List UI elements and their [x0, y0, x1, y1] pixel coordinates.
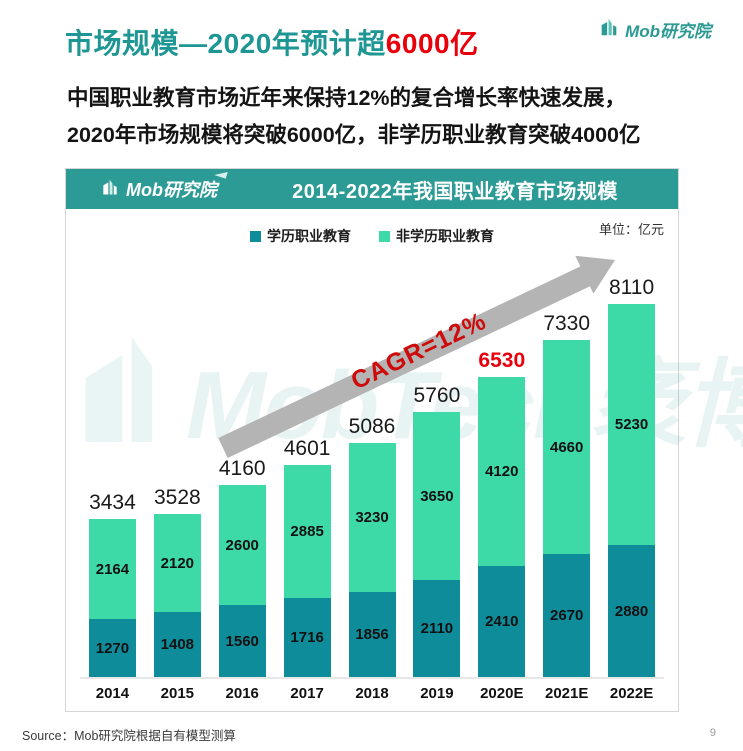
bar-column: 3528 2120 1408: [145, 486, 210, 677]
legend-item-nondegree: 非学历职业教育: [379, 226, 494, 246]
chart-title: 2014-2022年我国职业教育市场规模: [292, 180, 618, 203]
bar-segment-degree: 1716: [283, 598, 331, 677]
bar-segment-nondegree: 2164: [88, 519, 136, 619]
bar-segment-degree: 2110: [413, 580, 461, 677]
bar-segment-degree: 2880: [608, 545, 656, 677]
chart-header-brand-text: Mob研究院: [126, 168, 228, 202]
bar-stack: 2885 1716: [283, 465, 331, 677]
subtitle-line-1: 中国职业教育市场近年来保持12%的复合增长率快速发展，: [67, 86, 627, 110]
subtitle-line-2: 2020年市场规模将突破6000亿，非学历职业教育突破4000亿: [67, 123, 641, 147]
chart-header: Mob研究院 2014-2022年我国职业教育市场规模: [66, 168, 678, 209]
x-axis-tick-label: 2016: [225, 685, 259, 702]
bar-segment-nondegree: 5230: [608, 304, 656, 545]
x-axis-line: [80, 677, 664, 679]
chart-header-brand: Mob研究院: [66, 168, 256, 202]
bar-segment-nondegree: 3650: [413, 412, 461, 580]
x-axis-tick-label: 2015: [160, 685, 195, 702]
building-icon-white: [100, 177, 120, 202]
bar-total-label: 5086: [348, 415, 396, 438]
bar-column: 5086 3230 1856: [340, 415, 405, 677]
bar-stack: 2600 1560: [218, 485, 266, 677]
bar-segment-nondegree: 2600: [218, 485, 266, 605]
bar-segment-degree: 2410: [478, 566, 526, 677]
bar-segment-nondegree: 3230: [348, 443, 396, 592]
bar-segment-nondegree: 2885: [283, 465, 331, 598]
bar-stack: 4660 2670: [543, 340, 591, 677]
brand-logo: Mob研究院: [598, 16, 711, 43]
bar-segment-degree: 1270: [88, 619, 136, 677]
bar-segment-nondegree: 4660: [543, 340, 591, 554]
bar-total-label: 4160: [218, 457, 266, 480]
bar-segment-nondegree: 4120: [478, 377, 526, 566]
bar-total-label: 6530: [478, 349, 526, 372]
legend-swatch-degree: [250, 230, 261, 242]
bar-segment-degree: 1408: [153, 612, 201, 677]
bar-stack: 5230 2880: [608, 304, 656, 677]
page-title-main: 市场规模—2020年预计超: [65, 28, 386, 59]
chart-panel: Mob研究院 2014-2022年我国职业教育市场规模 单位：亿元 学历职业教育…: [65, 168, 743, 712]
x-axis-tick-label: 2018: [355, 685, 389, 702]
x-axis-tick-label: 2019: [420, 685, 454, 702]
bar-total-label: 3434: [89, 491, 136, 514]
unit-label: 单位：亿元: [598, 222, 664, 237]
legend-label-degree: 学历职业教育: [267, 228, 351, 244]
bar-stack: 2164 1270: [88, 519, 136, 677]
bar-total-label: 7330: [543, 312, 591, 335]
bar-segment-degree: 1560: [218, 605, 266, 677]
bar-total-label: 3528: [153, 486, 201, 509]
brand-text: Mob研究院: [625, 22, 711, 41]
x-axis-tick-label: 2017: [290, 685, 324, 702]
bar-column: 3434 2164 1270: [80, 491, 145, 677]
source-note: Source：Mob研究院根据自有模型测算: [22, 729, 236, 743]
building-icon: [598, 16, 620, 43]
cagr-arrow: [218, 255, 615, 458]
bar-total-label: 5760: [413, 384, 461, 407]
legend: 学历职业教育 非学历职业教育: [66, 226, 678, 246]
subtitle: 中国职业教育市场近年来保持12%的复合增长率快速发展， 2020年市场规模将突破…: [67, 80, 641, 154]
page-title-highlight: 6000亿: [385, 28, 479, 59]
legend-label-nondegree: 非学历职业教育: [396, 228, 494, 244]
bar-column: 8110 5230 2880: [599, 276, 664, 677]
bars-area: 3434 2164 1270 3528 2120 1408 4160 2600 1560 4601…: [80, 169, 664, 677]
page-title: 市场规模—2020年预计超6000亿: [65, 22, 479, 62]
x-axis-labels: 2014 2015 2016 2017 2018 2019 2020E 2021E 2022E: [80, 685, 664, 702]
bar-column: 4160 2600 1560: [210, 457, 275, 677]
legend-item-degree: 学历职业教育: [250, 226, 351, 246]
bar-segment-degree: 2670: [543, 554, 591, 677]
bar-total-label: 4601: [283, 437, 331, 460]
x-axis-tick-label: 2022E: [609, 685, 654, 702]
page-number: 9: [709, 727, 716, 739]
bar-column: 7330 4660 2670: [534, 312, 599, 677]
x-axis-tick-label: 2020E: [480, 685, 524, 702]
bar-segment-degree: 1856: [348, 592, 396, 677]
bar-column: 6530 4120 2410: [469, 349, 534, 677]
x-axis-tick-label: 2014: [95, 685, 130, 702]
bar-stack: 2120 1408: [153, 514, 201, 677]
bar-column: 4601 2885 1716: [275, 437, 340, 677]
bar-stack: 3230 1856: [348, 443, 396, 677]
legend-swatch-nondegree: [379, 230, 390, 242]
x-axis-tick-label: 2021E: [544, 685, 589, 702]
bar-stack: 3650 2110: [413, 412, 461, 677]
bar-column: 5760 3650 2110: [404, 384, 469, 677]
bar-total-label: 8110: [608, 276, 655, 299]
bar-stack: 4120 2410: [478, 377, 526, 677]
bar-segment-nondegree: 2120: [153, 514, 201, 612]
